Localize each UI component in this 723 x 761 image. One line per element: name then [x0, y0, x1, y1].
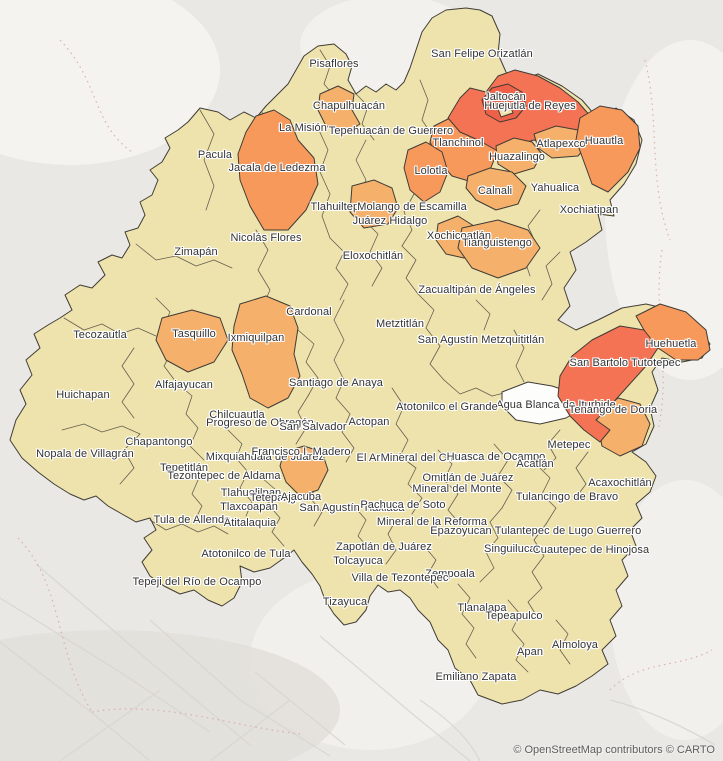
- region-molango-de-escamilla[interactable]: [349, 179, 399, 229]
- region-tianguistengo[interactable]: [457, 219, 541, 279]
- region-chapulhuacan[interactable]: [317, 85, 361, 135]
- region-jaltocan-gap[interactable]: [496, 102, 514, 118]
- region-jaltocan[interactable]: [481, 83, 527, 123]
- region-tenango-de-doria[interactable]: [595, 397, 651, 457]
- region-calnali[interactable]: [465, 167, 527, 211]
- region-lolotla[interactable]: [403, 141, 449, 203]
- region-tasquillo[interactable]: [155, 309, 229, 373]
- state-shape: [9, 7, 711, 705]
- background-roads: [0, 563, 716, 761]
- region-san-bartolo-tutotepec[interactable]: [557, 325, 659, 443]
- region-francisco-i-madero[interactable]: [279, 445, 329, 497]
- region-jacala-de-ledezma[interactable]: [237, 109, 319, 231]
- region-ixmiquilpan[interactable]: [231, 295, 301, 409]
- region-huautla[interactable]: [575, 105, 641, 193]
- region-hidalgo[interactable]: [9, 7, 711, 705]
- choropleth-regions: [155, 69, 711, 497]
- region-huehuetla[interactable]: [635, 303, 711, 361]
- municipal-borders: [61, 49, 589, 673]
- map-attribution[interactable]: © OpenStreetMap contributors © CARTO: [513, 744, 715, 756]
- region-huazalingo[interactable]: [495, 137, 543, 175]
